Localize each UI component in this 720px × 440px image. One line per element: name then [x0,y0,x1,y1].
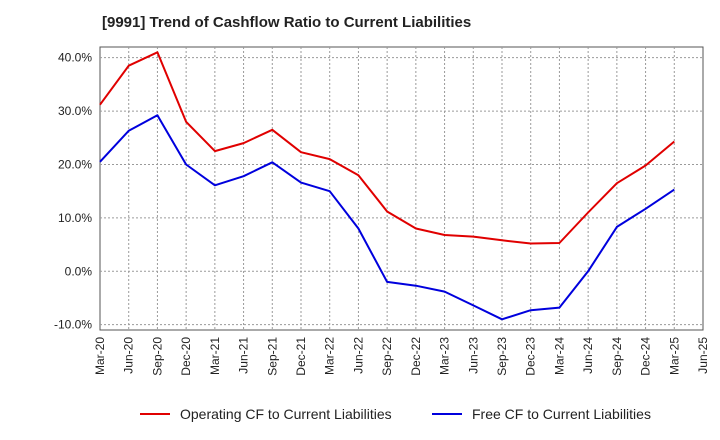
x-tick-label: Jun-23 [466,337,480,374]
series-line-2 [99,114,675,321]
x-tick-label: Jun-24 [581,337,595,374]
x-tick-label: Jun-22 [351,337,365,374]
x-tick-label: Mar-25 [667,337,681,375]
y-tick-label: 30.0% [58,104,92,118]
x-tick-label: Sep-23 [495,337,509,376]
x-tick-label: Dec-22 [409,337,423,376]
x-tick-label: Mar-21 [208,337,222,375]
y-tick-label: -10.0% [54,318,92,332]
y-tick-label: 20.0% [58,157,92,171]
x-tick-label: Dec-20 [179,337,193,376]
chart-title: [9991] Trend of Cashflow Ratio to Curren… [102,14,472,31]
x-tick-label: Sep-20 [150,337,164,376]
x-tick-label: Mar-23 [438,337,452,375]
legend-label-2: Free CF to Current Liabilities [472,406,651,422]
y-tick-label: 40.0% [58,51,92,65]
x-tick-label: Jun-20 [122,337,136,374]
x-tick-label: Mar-24 [552,337,566,375]
x-tick-label: Dec-24 [639,337,653,376]
x-tick-label: Jun-25 [696,337,710,374]
x-tick-label: Dec-21 [294,337,308,376]
x-tick-label: Dec-23 [524,337,538,376]
series-line-1 [99,51,675,245]
x-tick-label: Mar-20 [93,337,107,375]
y-tick-label: 10.0% [58,211,92,225]
x-tick-label: Sep-22 [380,337,394,376]
x-tick-label: Mar-22 [323,337,337,375]
y-tick-label: 0.0% [65,264,93,278]
x-tick-label: Jun-21 [237,337,251,374]
x-tick-label: Sep-24 [610,337,624,376]
x-tick-label: Sep-21 [265,337,279,376]
legend-label-1: Operating CF to Current Liabilities [180,406,392,422]
